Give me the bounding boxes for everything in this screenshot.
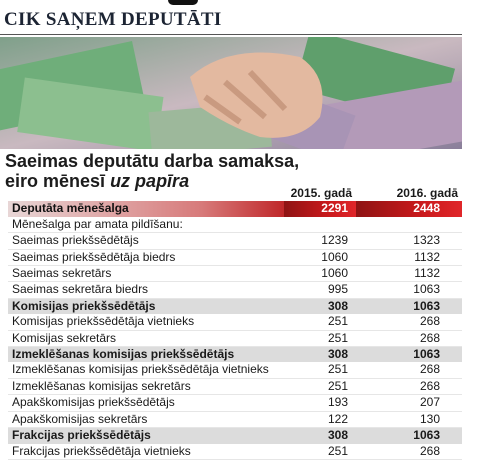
row-label: Apakškomisijas sekretārs [8, 411, 284, 429]
cell-value: 1063 [356, 346, 462, 363]
table-row: Komisijas priekšsēdētājs 308 1063 [8, 298, 462, 315]
spacer [8, 186, 284, 201]
table-row: Izmeklēšanas komisijas priekšsēdētājs 308… [8, 346, 462, 363]
cell-value: 1132 [356, 265, 462, 283]
cell-value: 2448 [356, 201, 462, 217]
row-label: Frakcijas priekšsēdētāja vietnieks [8, 443, 284, 460]
salary-table: 2015. gadā 2016. gadā Deputāta mēnešalga… [8, 186, 462, 460]
cell-value: 1063 [356, 298, 462, 315]
table-row: Frakcijas priekšsēdētāja vietnieks 251 268 [8, 443, 462, 460]
column-header: 2015. gadā [290, 186, 352, 200]
cell-value: 130 [356, 411, 462, 429]
cropped-heading [168, 0, 198, 5]
header-row: 2015. gadā 2016. gadā [8, 186, 462, 201]
row-label: Apakškomisijas priekšsēdētājs [8, 394, 284, 412]
row-label: Deputāta mēnešalga [8, 201, 284, 217]
table-row: Saeimas sekretāra biedrs 995 1063 [8, 281, 462, 299]
column-header: 2016. gadā [396, 186, 458, 200]
row-label: Saeimas sekretārs [8, 265, 284, 283]
cell-value: 1063 [356, 427, 462, 444]
cell-value: 251 [284, 314, 356, 331]
title-text: eiro mēnesī [5, 171, 106, 191]
table-row: Apakškomisijas sekretārs 122 130 [8, 411, 462, 429]
table-row: Komisijas priekšsēdētāja vietnieks 251 268 [8, 314, 462, 331]
cell-value: 1132 [356, 249, 462, 267]
title-line: eiro mēnesī uz papīra [5, 171, 299, 191]
row-label: Izmeklēšanas komisijas priekšsēdētāja vi… [8, 362, 284, 379]
row-label: Izmeklēšanas komisijas sekretārs [8, 378, 284, 396]
cell-value: 251 [284, 362, 356, 379]
table-row: Apakškomisijas priekšsēdētājs 193 207 [8, 394, 462, 412]
cell-value: 251 [284, 443, 356, 460]
cell-value: 207 [356, 394, 462, 412]
cell-value: 1239 [284, 232, 356, 250]
cell-value: 251 [284, 330, 356, 348]
cell-value: 995 [284, 281, 356, 299]
cell-value [356, 216, 462, 234]
table-row: Saeimas priekšsēdētāja biedrs 1060 1132 [8, 249, 462, 267]
kicker: CIK SAŅEM DEPUTĀTI [4, 9, 222, 30]
rule [0, 34, 462, 35]
row-label: Komisijas priekšsēdētāja vietnieks [8, 314, 284, 331]
row-label: Komisijas priekšsēdētājs [8, 298, 284, 315]
row-label: Izmeklēšanas komisijas priekšsēdētājs [8, 346, 284, 363]
cell-value [284, 216, 356, 234]
photo [0, 37, 462, 149]
cell-value: 251 [284, 378, 356, 396]
cell-value: 1063 [356, 281, 462, 299]
table-row: Izmeklēšanas komisijas sekretārs 251 268 [8, 378, 462, 396]
table-row: Deputāta mēnešalga 2291 2448 [8, 201, 462, 217]
table-row: Saeimas priekšsēdētājs 1239 1323 [8, 232, 462, 250]
title: Saeimas deputātu darba samaksa, eiro mēn… [5, 151, 299, 191]
title-emphasis: uz papīra [110, 171, 190, 191]
cell-value: 308 [284, 298, 356, 315]
row-label: Saeimas sekretāra biedrs [8, 281, 284, 299]
table-row: Komisijas sekretārs 251 268 [8, 330, 462, 348]
row-label: Komisijas sekretārs [8, 330, 284, 348]
table-row: Mēnešalga par amata pildīšanu: [8, 216, 462, 234]
cell-value: 308 [284, 427, 356, 444]
cell-value: 193 [284, 394, 356, 412]
row-label: Saeimas priekšsēdētāja biedrs [8, 249, 284, 267]
row-label: Mēnešalga par amata pildīšanu: [8, 216, 284, 234]
cell-value: 268 [356, 378, 462, 396]
table-row: Frakcijas priekšsēdētājs 308 1063 [8, 427, 462, 444]
cell-value: 308 [284, 346, 356, 363]
cell-value: 1323 [356, 232, 462, 250]
cell-value: 268 [356, 362, 462, 379]
title-line: Saeimas deputātu darba samaksa, [5, 151, 300, 171]
cell-value: 2291 [284, 201, 356, 217]
table-row: Saeimas sekretārs 1060 1132 [8, 265, 462, 283]
table-row: Izmeklēšanas komisijas priekšsēdētāja vi… [8, 362, 462, 379]
cell-value: 268 [356, 314, 462, 331]
row-label: Frakcijas priekšsēdētājs [8, 427, 284, 444]
row-label: Saeimas priekšsēdētājs [8, 232, 284, 250]
cell-value: 268 [356, 443, 462, 460]
cell-value: 1060 [284, 249, 356, 267]
cell-value: 122 [284, 411, 356, 429]
cell-value: 1060 [284, 265, 356, 283]
cell-value: 268 [356, 330, 462, 348]
